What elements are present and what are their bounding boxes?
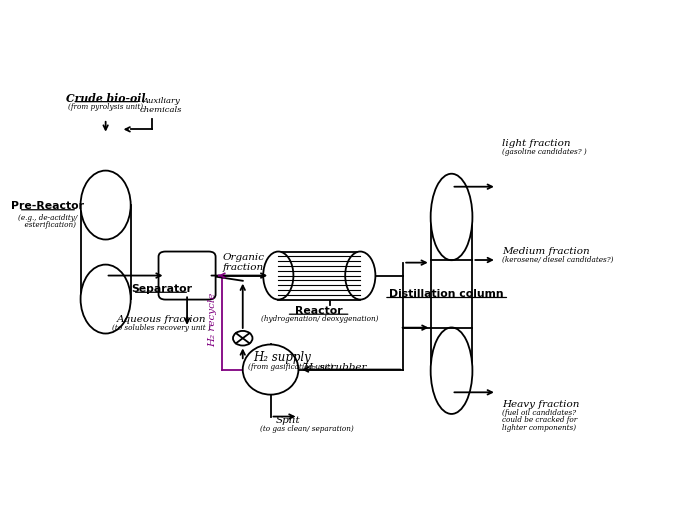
Ellipse shape bbox=[80, 171, 131, 239]
Text: Pre-Reactor: Pre-Reactor bbox=[11, 201, 85, 211]
Text: (from gasification unit): (from gasification unit) bbox=[248, 363, 333, 371]
Text: (fuel oil candidates?: (fuel oil candidates? bbox=[503, 409, 577, 417]
Ellipse shape bbox=[345, 251, 375, 300]
Ellipse shape bbox=[430, 328, 473, 414]
Ellipse shape bbox=[430, 174, 473, 260]
Text: Crude bio-oil: Crude bio-oil bbox=[66, 92, 146, 103]
Text: Reactor: Reactor bbox=[295, 306, 343, 316]
Circle shape bbox=[233, 331, 253, 345]
Text: H₂ recycle: H₂ recycle bbox=[209, 293, 217, 347]
Text: esterification): esterification) bbox=[20, 221, 76, 229]
Text: (to gas clean/ separation): (to gas clean/ separation) bbox=[260, 425, 354, 433]
Text: (kerosene/ diesel candidates?): (kerosene/ diesel candidates?) bbox=[503, 255, 614, 264]
Ellipse shape bbox=[263, 251, 293, 300]
Text: (e.g., de-acidity/: (e.g., de-acidity/ bbox=[18, 214, 78, 222]
Text: light fraction: light fraction bbox=[503, 139, 570, 148]
FancyBboxPatch shape bbox=[279, 251, 360, 300]
Text: Aqueous fraction: Aqueous fraction bbox=[117, 316, 206, 324]
Text: (from pyrolysis unit): (from pyrolysis unit) bbox=[68, 103, 144, 111]
Text: Split: Split bbox=[276, 416, 301, 425]
Ellipse shape bbox=[80, 265, 131, 333]
FancyBboxPatch shape bbox=[80, 205, 131, 299]
Text: could be cracked for: could be cracked for bbox=[503, 416, 578, 424]
Text: (gasoline candidates? ): (gasoline candidates? ) bbox=[503, 148, 587, 156]
Text: H₂ scrubber: H₂ scrubber bbox=[303, 363, 367, 373]
FancyBboxPatch shape bbox=[430, 217, 473, 371]
Text: Distillation column: Distillation column bbox=[389, 289, 504, 299]
Text: Separator: Separator bbox=[131, 284, 192, 293]
Text: Organic
fraction: Organic fraction bbox=[223, 253, 265, 272]
Text: (to solubles recovery unit ): (to solubles recovery unit ) bbox=[112, 324, 211, 332]
Text: H₂ supply: H₂ supply bbox=[253, 351, 311, 364]
Text: lighter components): lighter components) bbox=[503, 424, 577, 432]
Text: Heavy fraction: Heavy fraction bbox=[503, 400, 580, 409]
Ellipse shape bbox=[243, 344, 298, 395]
Text: Medium fraction: Medium fraction bbox=[503, 247, 590, 256]
FancyBboxPatch shape bbox=[158, 251, 216, 300]
Text: (hydrogenation/ deoxygenation): (hydrogenation/ deoxygenation) bbox=[260, 315, 378, 323]
Text: Auxiliary
chemicals: Auxiliary chemicals bbox=[140, 97, 183, 114]
